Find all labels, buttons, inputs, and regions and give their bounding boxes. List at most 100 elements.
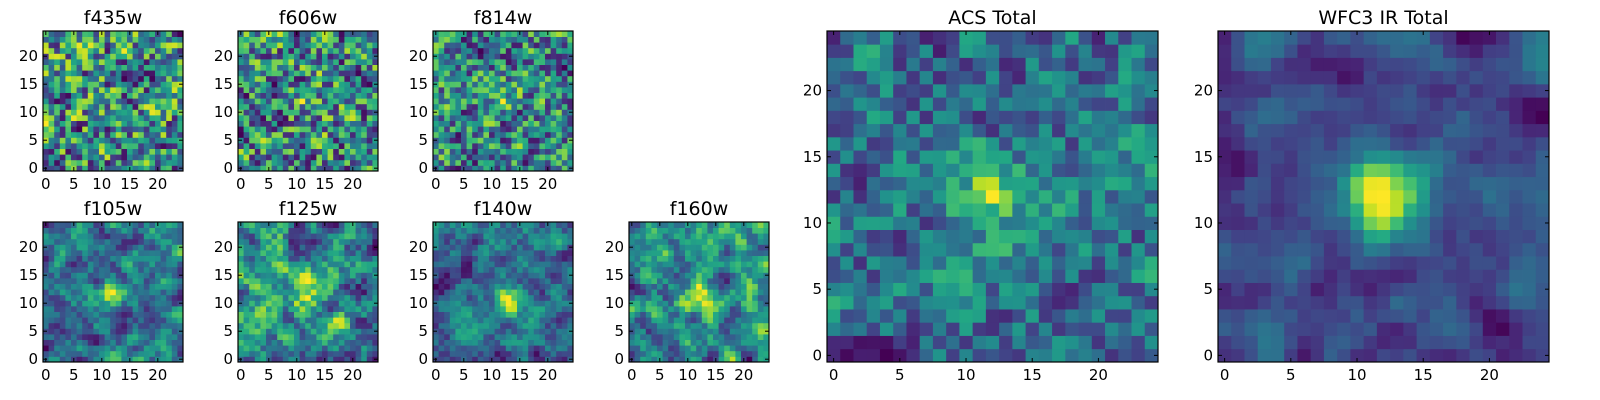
- heatmap-cell: [517, 306, 523, 312]
- heatmap-cell: [115, 159, 122, 166]
- heatmap-cell: [87, 339, 94, 346]
- heatmap-cell: [494, 53, 501, 60]
- heatmap-cell: [701, 317, 708, 324]
- heatmap-cell: [690, 317, 697, 324]
- heatmap-cell: [271, 227, 278, 234]
- heatmap-cell: [701, 334, 708, 340]
- x-tick-label: 10: [92, 175, 111, 193]
- heatmap-cell: [640, 317, 647, 324]
- heatmap-cell: [685, 255, 691, 262]
- heatmap-cell: [305, 350, 312, 357]
- heatmap-cell: [866, 295, 881, 310]
- heatmap-cell: [657, 289, 663, 296]
- heatmap-cell: [494, 300, 501, 307]
- heatmap-cell: [361, 294, 368, 301]
- heatmap-cell: [54, 126, 61, 133]
- heatmap-cell: [160, 159, 167, 166]
- heatmap-cell: [271, 306, 278, 312]
- heatmap-cell: [438, 87, 445, 93]
- heatmap-cell: [1091, 229, 1106, 244]
- heatmap-cell: [355, 345, 362, 352]
- heatmap-cell: [511, 87, 518, 93]
- heatmap-cell: [277, 222, 284, 228]
- heatmap-cell: [757, 227, 764, 234]
- heatmap-cell: [82, 322, 89, 329]
- heatmap-cell: [316, 350, 323, 357]
- heatmap-cell: [271, 154, 278, 161]
- heatmap-cell: [243, 81, 250, 88]
- heatmap-cell: [741, 244, 747, 251]
- heatmap-cell: [505, 47, 512, 54]
- heatmap-cell: [277, 126, 284, 133]
- heatmap-cell: [299, 148, 306, 155]
- heatmap-cell: [121, 103, 128, 110]
- heatmap-cell: [59, 31, 66, 37]
- heatmap-cell: [243, 278, 250, 284]
- heatmap-cell: [545, 47, 551, 54]
- heatmap-cell: [299, 244, 306, 251]
- heatmap-cell: [729, 294, 736, 301]
- heatmap-cell: [338, 64, 345, 71]
- heatmap-cell: [160, 283, 167, 290]
- heatmap-cell: [249, 81, 256, 88]
- heatmap-cell: [1091, 163, 1106, 178]
- heatmap-cell: [87, 244, 94, 251]
- heatmap-cell: [82, 334, 89, 340]
- heatmap-cell: [171, 238, 178, 245]
- heatmap-cell: [505, 345, 512, 352]
- heatmap-cell: [48, 103, 55, 110]
- heatmap-cell: [866, 189, 881, 204]
- heatmap-cell: [640, 255, 647, 262]
- heatmap-cell: [550, 266, 557, 273]
- heatmap-cell: [455, 159, 462, 166]
- heatmap-cell: [322, 278, 328, 284]
- heatmap-cell: [477, 244, 484, 251]
- heatmap-cell: [1078, 309, 1093, 323]
- heatmap-cell: [254, 47, 261, 54]
- heatmap-cell: [127, 266, 133, 273]
- heatmap-cell: [707, 300, 714, 307]
- heatmap-cell: [138, 120, 145, 127]
- heatmap-cell: [138, 334, 145, 340]
- heatmap-cell: [444, 31, 451, 37]
- heatmap-cell: [539, 334, 546, 340]
- heatmap-cell: [104, 98, 111, 105]
- heatmap-cell: [294, 64, 300, 71]
- heatmap-cell: [741, 300, 747, 307]
- heatmap-cell: [254, 36, 261, 43]
- heatmap-cell: [65, 311, 72, 318]
- heatmap-cell: [115, 137, 122, 144]
- heatmap-cell: [143, 31, 150, 37]
- heatmap-cell: [746, 317, 753, 324]
- heatmap-cell: [249, 159, 256, 166]
- heatmap-cell: [282, 148, 289, 155]
- heatmap-cell: [132, 350, 139, 357]
- heatmap-cell: [489, 87, 495, 93]
- heatmap-cell: [500, 115, 507, 121]
- x-tick-label: 15: [315, 366, 334, 384]
- heatmap-cell: [893, 216, 907, 230]
- heatmap-cell: [533, 322, 540, 329]
- heatmap-cell: [718, 266, 725, 273]
- heatmap-cell: [361, 272, 368, 279]
- heatmap-cell: [972, 309, 987, 323]
- heatmap-cell: [132, 334, 139, 340]
- heatmap-cell: [433, 289, 439, 296]
- heatmap-cell: [310, 244, 317, 251]
- heatmap-cell: [752, 356, 759, 363]
- heatmap-cell: [149, 244, 156, 251]
- heatmap-cell: [254, 120, 261, 127]
- heatmap-cell: [294, 311, 300, 318]
- heatmap-cell: [489, 148, 495, 155]
- heatmap-cell: [640, 278, 647, 284]
- heatmap-cell: [76, 227, 83, 234]
- heatmap-cell: [65, 126, 72, 133]
- heatmap-cell: [294, 278, 300, 284]
- heatmap-cell: [310, 350, 317, 357]
- heatmap-cell: [999, 242, 1013, 257]
- heatmap-cell: [333, 148, 340, 155]
- heatmap-cell: [333, 53, 340, 60]
- heatmap-cell: [361, 222, 368, 228]
- heatmap-cell: [472, 75, 479, 82]
- heatmap-cell: [266, 233, 272, 240]
